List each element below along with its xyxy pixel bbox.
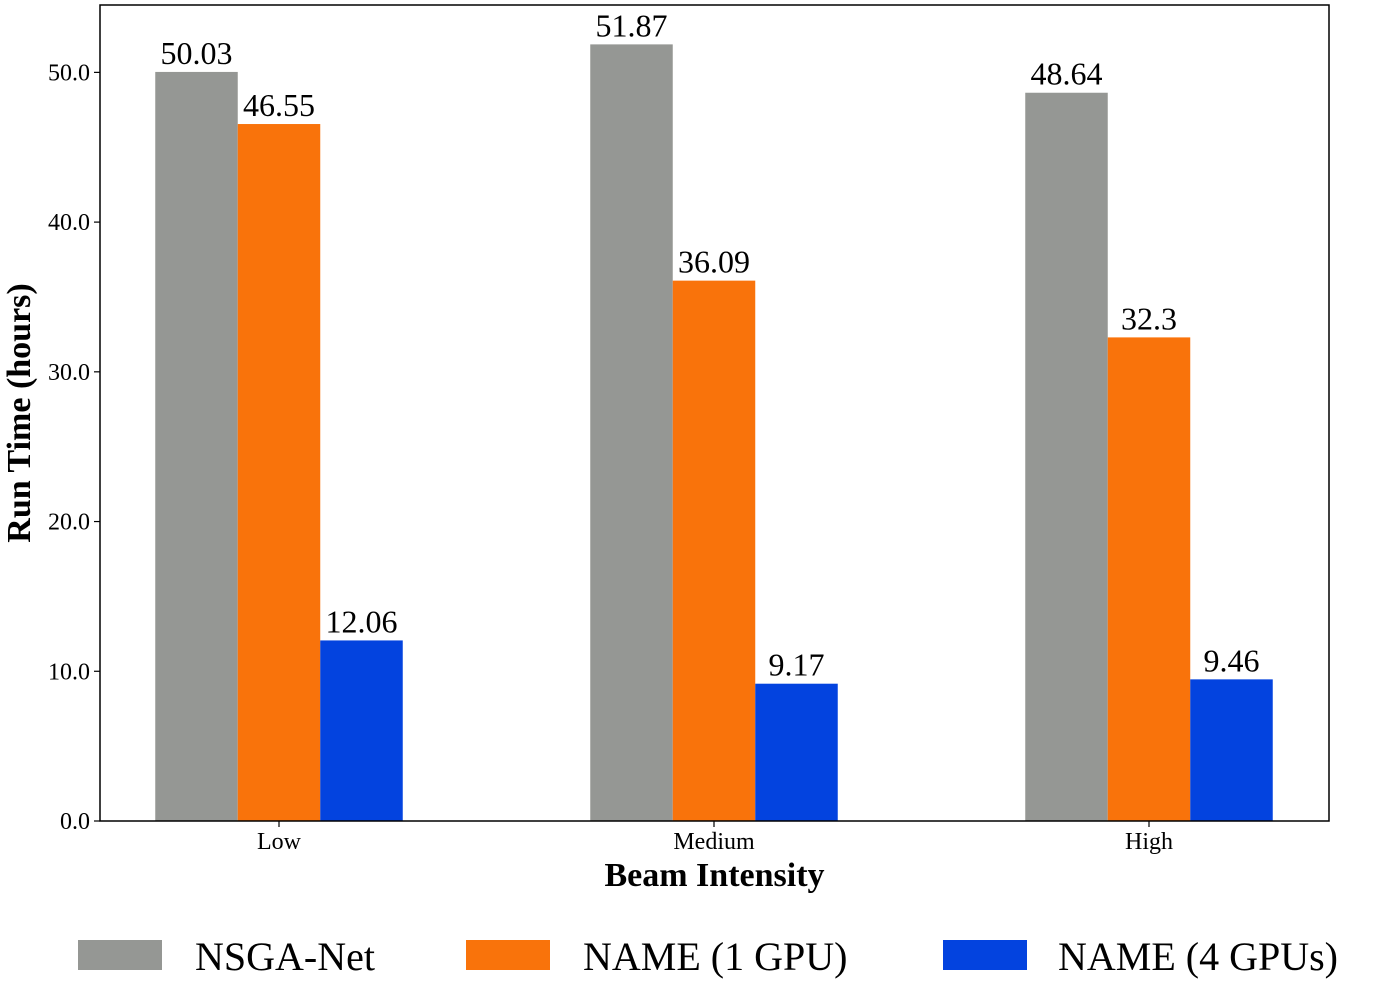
data-label: 36.09 xyxy=(678,244,750,280)
y-tick-label: 30.0 xyxy=(48,360,90,386)
bar-name-1-gpu-low xyxy=(237,124,321,821)
legend-swatch xyxy=(943,940,1027,970)
x-tick-label: Medium xyxy=(673,829,755,855)
legend-label: NAME (1 GPU) xyxy=(583,934,847,979)
x-tick-label: Low xyxy=(257,829,302,855)
bar-nsga-net-medium xyxy=(590,44,673,821)
data-label: 9.46 xyxy=(1204,642,1260,678)
bars-layer xyxy=(155,44,1273,822)
bar-nsga-net-low xyxy=(155,71,238,821)
bar-nsga-net-high xyxy=(1025,92,1108,822)
bar-name-1-gpu-high xyxy=(1107,337,1191,821)
data-label: 32.3 xyxy=(1121,300,1177,336)
legend-label: NAME (4 GPUs) xyxy=(1058,934,1338,979)
legend: NSGA-Net NAME (1 GPU) NAME (4 GPUs) xyxy=(78,934,1338,979)
x-tick-label: High xyxy=(1125,829,1173,855)
y-axis: 0.0 10.0 20.0 30.0 40.0 50.0 xyxy=(48,60,100,835)
y-tick-label: 0.0 xyxy=(60,809,90,835)
data-label: 12.06 xyxy=(326,603,398,639)
data-label: 51.87 xyxy=(596,7,668,43)
data-labels: 50.03 51.87 48.64 46.55 36.09 32.3 12.06 9.17 9.… xyxy=(161,7,1260,682)
data-label: 9.17 xyxy=(769,647,825,683)
y-axis-title: Run Time (hours) xyxy=(1,283,38,542)
data-label: 50.03 xyxy=(161,35,233,71)
legend-swatch xyxy=(466,940,550,970)
bar-name-4-gpus-medium xyxy=(755,683,838,821)
data-label: 48.64 xyxy=(1031,56,1103,92)
legend-swatch xyxy=(78,940,162,970)
data-label: 46.55 xyxy=(243,87,315,123)
y-tick-label: 40.0 xyxy=(48,210,90,236)
bar-name-4-gpus-high xyxy=(1190,679,1273,821)
bar-name-4-gpus-low xyxy=(320,640,403,821)
x-axis: Low Medium High xyxy=(257,821,1173,855)
y-tick-label: 20.0 xyxy=(48,510,90,536)
bar-name-1-gpu-medium xyxy=(672,280,756,821)
x-axis-title: Beam Intensity xyxy=(604,857,824,894)
y-tick-label: 10.0 xyxy=(48,659,90,685)
y-tick-label: 50.0 xyxy=(48,60,90,86)
legend-label: NSGA-Net xyxy=(195,934,375,979)
